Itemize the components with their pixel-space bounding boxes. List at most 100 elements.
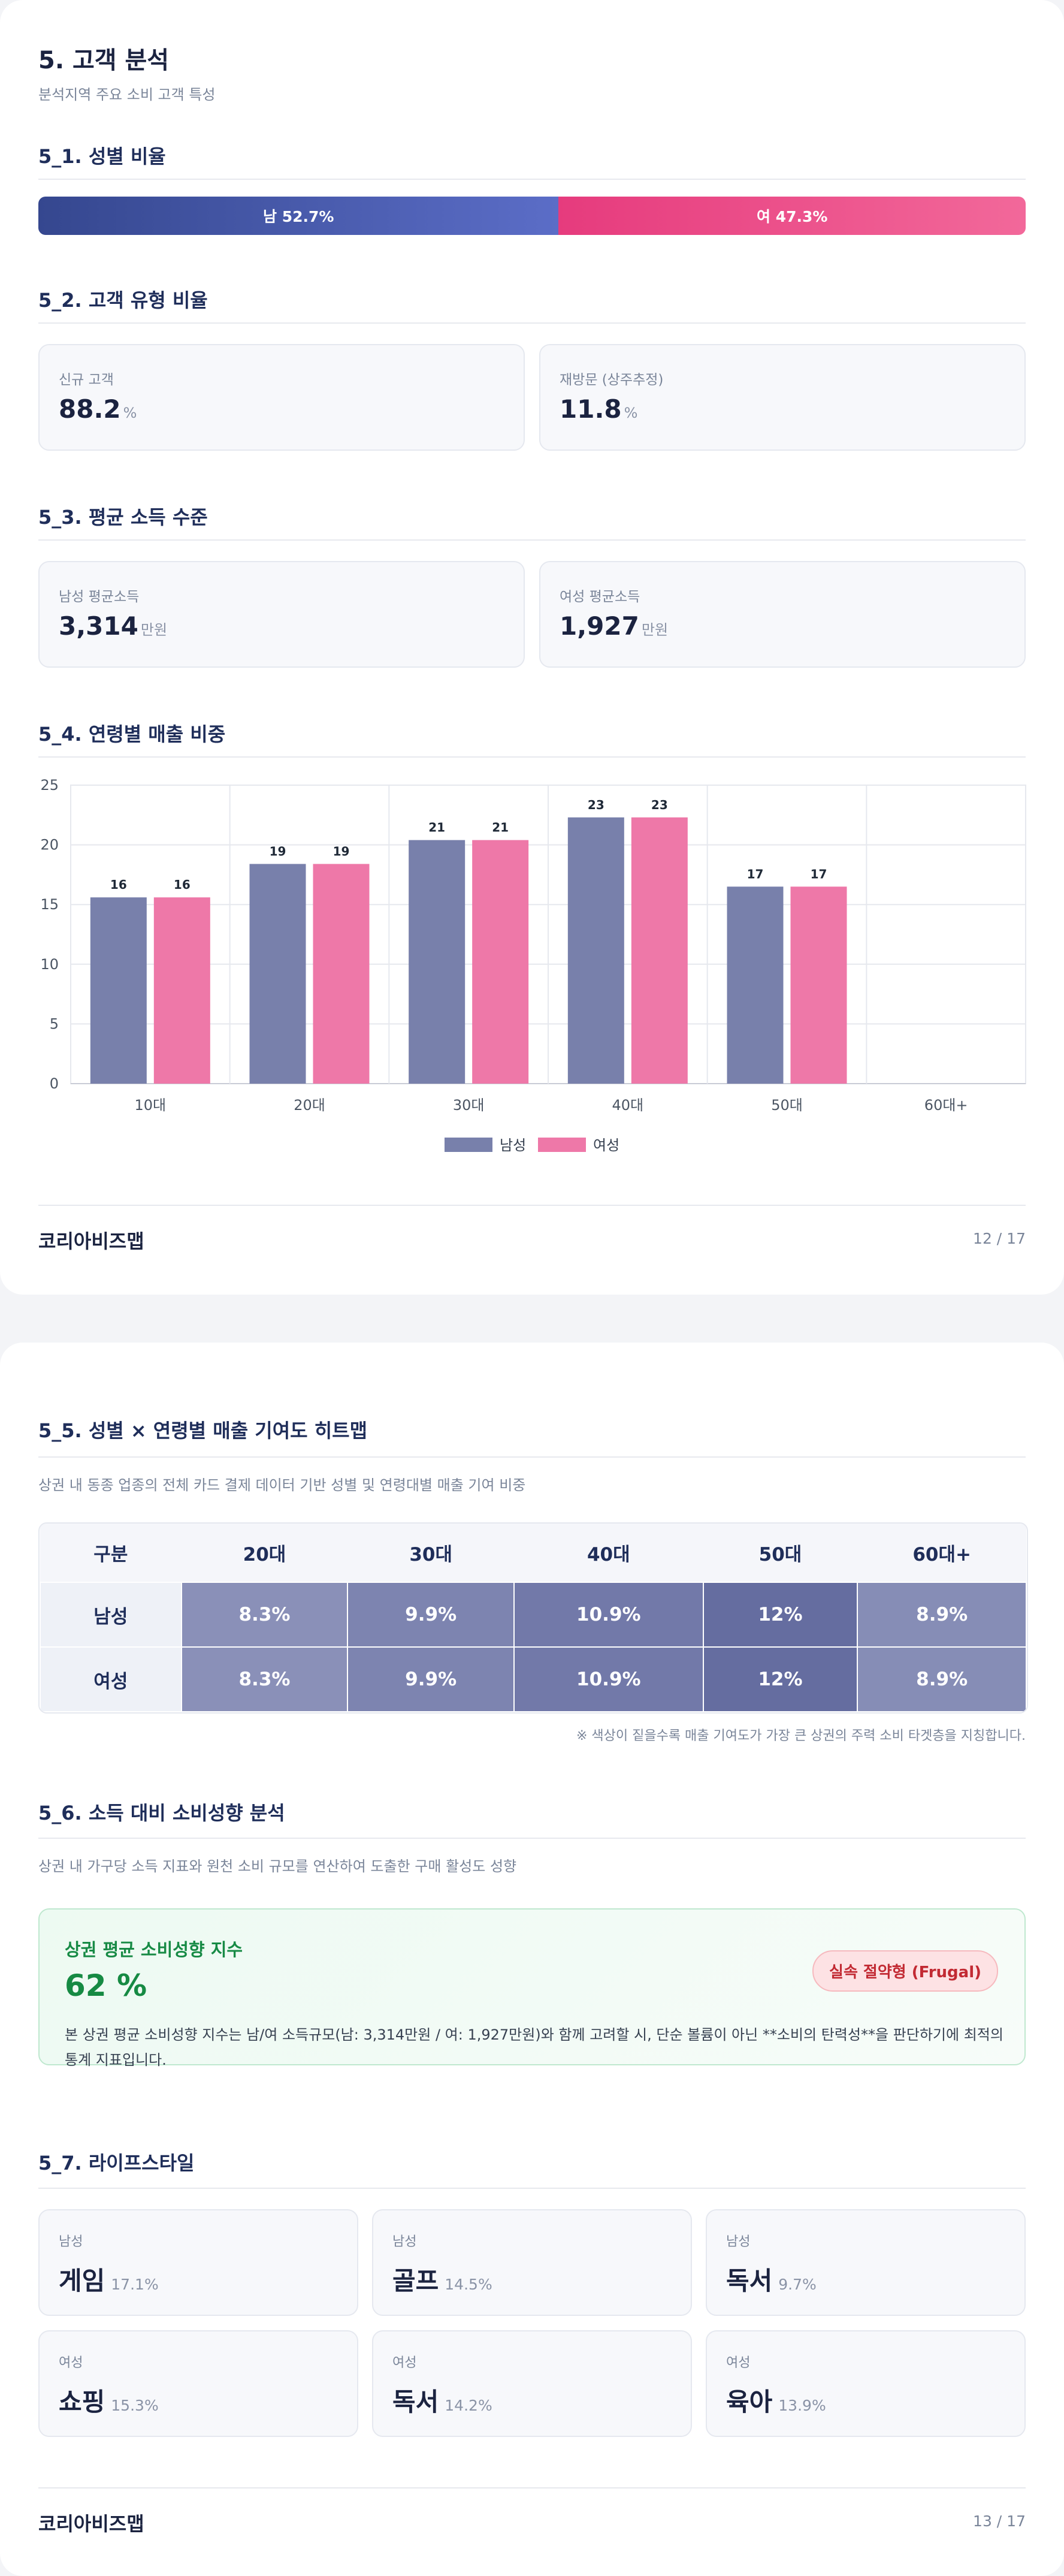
- propensity-explanation: 본 상권 평균 소비성향 지수는 남/여 소득규모(남: 3,314만원 / 여…: [65, 2026, 1003, 2068]
- lifestyle-gender: 여성: [392, 2355, 417, 2370]
- x-tick-label: 10대: [135, 1097, 167, 1114]
- y-tick-label: 25: [40, 777, 59, 794]
- bar-female: [153, 897, 210, 1084]
- customer-type-heading: 5_2. 고객 유형 비율: [38, 289, 208, 312]
- female-income-label: 여성 평균소득: [560, 589, 640, 605]
- lifestyle-item: 쇼핑 15.3%: [59, 2387, 159, 2417]
- heatmap-row-label: 여성: [40, 1646, 182, 1712]
- bar-male: [567, 817, 624, 1084]
- propensity-card: 상권 평균 소비성향 지수 62 % 실속 절약형 (Frugal) 본 상권 …: [38, 1908, 1026, 2068]
- heatmap-cell: 8.9%: [857, 1582, 1027, 1648]
- lifestyle-card: 남성 골프 14.5%: [372, 2209, 692, 2316]
- propensity-label: 상권 평균 소비성향 지수: [65, 1939, 243, 1960]
- bar-data-label: 19: [333, 844, 350, 858]
- return-customer-value: 11.8%: [560, 394, 638, 424]
- heatmap-cell: 9.9%: [347, 1646, 515, 1712]
- lifestyle-gender: 여성: [59, 2355, 83, 2370]
- legend-swatch: [538, 1138, 586, 1152]
- heatmap-heading: 5_5. 성별 × 연령별 매출 기여도 히트맵: [38, 1419, 368, 1442]
- y-tick-label: 0: [50, 1075, 59, 1092]
- heatmap-col-header: 20대: [181, 1524, 348, 1582]
- heatmap-row-female: 여성 8.3% 9.9% 10.9% 12% 8.9%: [40, 1646, 1027, 1712]
- y-tick-label: 20: [40, 837, 59, 853]
- bar-data-label: 17: [811, 867, 827, 881]
- divider: [38, 2487, 1026, 2488]
- bar-data-label: 19: [270, 844, 286, 858]
- propensity-value: 62 %: [65, 1968, 147, 2003]
- x-tick-label: 20대: [294, 1097, 325, 1114]
- y-tick-label: 15: [40, 896, 59, 913]
- bar-data-label: 23: [651, 798, 668, 812]
- heatmap-cell: 9.9%: [347, 1582, 515, 1648]
- divider: [38, 1205, 1026, 1206]
- report-page-12: 5. 고객 분석 분석지역 주요 소비 고객 특성 5_1. 성별 비율 남 5…: [0, 0, 1064, 1295]
- propensity-type-badge: 실속 절약형 (Frugal): [812, 1950, 998, 1992]
- y-tick-label: 5: [50, 1015, 59, 1032]
- lifestyle-card: 남성 게임 17.1%: [38, 2209, 358, 2316]
- lifestyle-gender: 남성: [392, 2234, 417, 2249]
- footer-page-number: 12 / 17: [973, 1230, 1026, 1247]
- bar-data-label: 23: [588, 798, 604, 812]
- x-tick-label: 40대: [612, 1097, 644, 1114]
- heatmap-cell: 10.9%: [513, 1646, 704, 1712]
- male-income-card: 남성 평균소득 3,314 만원: [38, 561, 525, 668]
- report-page-13: 5_5. 성별 × 연령별 매출 기여도 히트맵 상권 내 동종 업종의 전체 …: [0, 1343, 1064, 2576]
- heatmap-row-male: 남성 8.3% 9.9% 10.9% 12% 8.9%: [40, 1582, 1027, 1648]
- heatmap-cell: 10.9%: [513, 1582, 704, 1648]
- bar-female: [313, 864, 370, 1084]
- heatmap-col-header: 30대: [347, 1524, 514, 1582]
- footer-page-number: 13 / 17: [973, 2512, 1026, 2530]
- bar-data-label: 17: [747, 867, 764, 881]
- lifestyle-card: 여성 육아 13.9%: [706, 2330, 1026, 2437]
- heatmap-cell: 8.3%: [180, 1646, 349, 1712]
- lifestyle-item: 게임 17.1%: [59, 2266, 159, 2296]
- bar-male: [409, 840, 466, 1084]
- male-income-value: 3,314 만원: [59, 611, 168, 641]
- x-tick-label: 30대: [453, 1097, 485, 1114]
- propensity-description: 상권 내 가구당 소득 지표와 원천 소비 규모를 연산하여 도출한 구매 활성…: [38, 1858, 517, 1875]
- lifestyle-item: 독서 14.2%: [392, 2387, 492, 2417]
- age-sales-heading: 5_4. 연령별 매출 비중: [38, 723, 226, 746]
- heatmap-cell: 8.3%: [180, 1582, 349, 1648]
- heatmap-corner: 구분: [40, 1524, 182, 1582]
- divider: [38, 1838, 1026, 1839]
- bar-data-label: 16: [110, 877, 127, 892]
- lifestyle-card: 여성 쇼핑 15.3%: [38, 2330, 358, 2437]
- bar-male: [90, 897, 147, 1084]
- income-heading: 5_3. 평균 소득 수준: [38, 506, 208, 529]
- footer-brand: 코리아비즈맵: [38, 2512, 144, 2535]
- bar-data-label: 21: [492, 821, 509, 835]
- bar-data-label: 21: [428, 821, 445, 835]
- divider: [38, 1456, 1026, 1458]
- propensity-heading: 5_6. 소득 대비 소비성향 분석: [38, 1802, 285, 1824]
- male-income-label: 남성 평균소득: [59, 589, 140, 605]
- footer-brand: 코리아비즈맵: [38, 1230, 144, 1253]
- gender-ratio-bar: 남 52.7% 여 47.3%: [38, 197, 1026, 235]
- x-tick-label: 50대: [771, 1097, 803, 1114]
- lifestyle-heading: 5_7. 라이프스타일: [38, 2152, 195, 2174]
- heatmap-table-wrap: 구분 20대 30대 40대 50대 60대+ 남성 8.3% 9.9% 10.…: [38, 1522, 1028, 1714]
- lifestyle-gender: 남성: [726, 2234, 751, 2249]
- return-customer-card: 재방문 (상주추정) 11.8%: [539, 344, 1026, 451]
- divider: [38, 179, 1026, 180]
- heatmap-cell: 8.9%: [857, 1646, 1027, 1712]
- bar-data-label: 16: [174, 877, 191, 892]
- age-sales-bar-chart: 0 5 10 15 20 25 10대 16 16 20대 19 19 30대 21 21 40대 23 23 50…: [40, 777, 1026, 1154]
- x-tick-label: 60대+: [924, 1097, 968, 1114]
- heatmap-cell: 12%: [702, 1646, 859, 1712]
- gender-ratio-heading: 5_1. 성별 비율: [38, 145, 166, 168]
- legend-label: 여성: [593, 1137, 619, 1154]
- legend-label: 남성: [500, 1137, 526, 1154]
- section-subtitle: 분석지역 주요 소비 고객 특성: [38, 86, 216, 103]
- male-ratio-segment: 남 52.7%: [38, 197, 559, 235]
- heatmap-cell: 12%: [702, 1582, 859, 1648]
- female-income-card: 여성 평균소득 1,927 만원: [539, 561, 1026, 668]
- female-ratio-segment: 여 47.3%: [558, 197, 1026, 235]
- heatmap-col-header: 50대: [703, 1524, 858, 1582]
- lifestyle-card: 여성 독서 14.2%: [372, 2330, 692, 2437]
- new-customer-card: 신규 고객 88.2%: [38, 344, 525, 451]
- heatmap-header-row: 구분 20대 30대 40대 50대 60대+: [40, 1524, 1026, 1582]
- divider: [38, 756, 1026, 758]
- y-tick-label: 10: [40, 956, 59, 973]
- divider: [38, 2188, 1026, 2189]
